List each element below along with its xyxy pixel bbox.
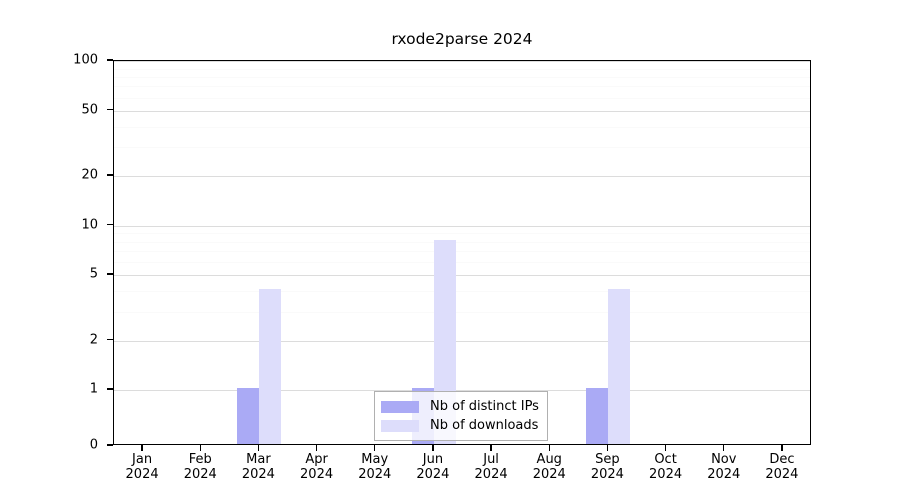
x-tick-mark	[432, 445, 434, 451]
x-tick-month: Jul	[483, 452, 499, 467]
x-tick-label: Mar 2024	[223, 452, 293, 482]
gridline-major	[114, 110, 810, 112]
x-tick-month: May	[361, 452, 389, 467]
y-tick-label: 1	[89, 381, 98, 397]
x-tick-label: Aug 2024	[514, 452, 584, 482]
x-tick-mark	[723, 445, 725, 451]
x-tick-label: Sep 2024	[572, 452, 642, 482]
gridline-major	[114, 340, 810, 342]
x-tick-year: 2024	[125, 467, 159, 482]
legend-item: Nb of distinct IPs	[381, 397, 539, 416]
gridline-minor	[114, 76, 810, 78]
legend-swatch-downloads	[381, 419, 419, 432]
x-tick-label: Dec 2024	[747, 452, 817, 482]
chart-legend: Nb of distinct IPs Nb of downloads	[374, 391, 548, 441]
gridline-minor	[114, 291, 810, 293]
gridline-minor	[114, 241, 810, 243]
x-tick-month: Dec	[769, 452, 795, 467]
y-tick-mark	[107, 273, 113, 275]
x-tick-month: Oct	[654, 452, 677, 467]
x-tick-label: Apr 2024	[282, 452, 352, 482]
x-tick-mark	[781, 445, 783, 451]
x-tick-year: 2024	[765, 467, 799, 482]
x-tick-month: Mar	[246, 452, 271, 467]
y-tick-label: 0	[89, 437, 98, 453]
y-tick-label: 2	[89, 332, 98, 348]
x-tick-mark	[374, 445, 376, 451]
gridline-major	[114, 390, 810, 392]
x-tick-label: Jun 2024	[398, 452, 468, 482]
x-tick-month: Aug	[536, 452, 562, 467]
gridline-major	[114, 275, 810, 277]
x-tick-label: Jan 2024	[107, 452, 177, 482]
legend-item: Nb of downloads	[381, 416, 539, 435]
bar-downloads	[259, 289, 282, 444]
gridline-major	[114, 225, 810, 227]
x-tick-year: 2024	[474, 467, 508, 482]
legend-swatch-distinct-ips	[381, 400, 419, 413]
x-tick-year: 2024	[590, 467, 624, 482]
x-tick-year: 2024	[707, 467, 741, 482]
x-tick-year: 2024	[241, 467, 275, 482]
x-tick-mark	[315, 445, 318, 451]
plot-area	[113, 60, 811, 445]
y-tick-mark	[107, 388, 113, 390]
x-tick-mark	[548, 445, 550, 451]
x-tick-month: Apr	[305, 452, 328, 467]
x-tick-year: 2024	[300, 467, 334, 482]
gridline-minor	[114, 126, 810, 128]
gridline-major	[114, 176, 810, 178]
x-tick-year: 2024	[358, 467, 392, 482]
x-tick-label: Jul 2024	[456, 452, 526, 482]
y-tick-mark	[107, 444, 113, 446]
x-tick-year: 2024	[183, 467, 217, 482]
gridline-minor	[114, 262, 810, 264]
x-tick-year: 2024	[532, 467, 566, 482]
x-tick-mark	[141, 445, 143, 451]
x-tick-month: Feb	[188, 452, 212, 467]
y-tick-label: 20	[81, 167, 98, 183]
x-tick-year: 2024	[649, 467, 683, 482]
y-tick-mark	[107, 108, 113, 111]
bar-distinct-ips	[237, 388, 260, 444]
bar-downloads	[608, 289, 631, 444]
x-tick-month: Jan	[132, 452, 153, 467]
y-tick-label: 50	[81, 102, 98, 118]
x-tick-label: Nov 2024	[689, 452, 759, 482]
y-tick-label: 100	[73, 52, 98, 68]
y-tick-mark	[107, 174, 113, 176]
y-tick-label: 10	[81, 217, 98, 233]
chart-title: rxode2parse 2024	[391, 30, 533, 48]
x-tick-mark	[664, 445, 667, 451]
x-tick-label: May 2024	[340, 452, 410, 482]
x-tick-month: Jun	[422, 452, 444, 467]
x-tick-label: Feb 2024	[165, 452, 235, 482]
y-tick-mark	[107, 59, 113, 61]
x-tick-mark	[199, 445, 201, 451]
gridline-minor	[114, 147, 810, 149]
x-tick-mark	[606, 445, 609, 451]
bar-distinct-ips	[586, 388, 609, 444]
y-tick-label: 5	[89, 266, 98, 282]
x-tick-month: Sep	[595, 452, 620, 467]
y-tick-mark	[107, 338, 113, 341]
gridline-minor	[114, 86, 810, 88]
gridline-minor	[114, 311, 810, 313]
gridline-minor	[114, 68, 810, 70]
x-tick-month: Nov	[711, 452, 737, 467]
legend-label: Nb of distinct IPs	[430, 399, 539, 414]
x-tick-year: 2024	[416, 467, 450, 482]
gridline-major	[114, 61, 810, 62]
x-tick-mark	[257, 445, 260, 451]
gridline-minor	[114, 251, 810, 253]
legend-label: Nb of downloads	[430, 418, 539, 433]
x-tick-mark	[490, 445, 492, 451]
gridline-minor	[114, 97, 810, 99]
x-tick-label: Oct 2024	[631, 452, 701, 482]
gridline-minor	[114, 233, 810, 235]
y-tick-mark	[107, 223, 113, 226]
